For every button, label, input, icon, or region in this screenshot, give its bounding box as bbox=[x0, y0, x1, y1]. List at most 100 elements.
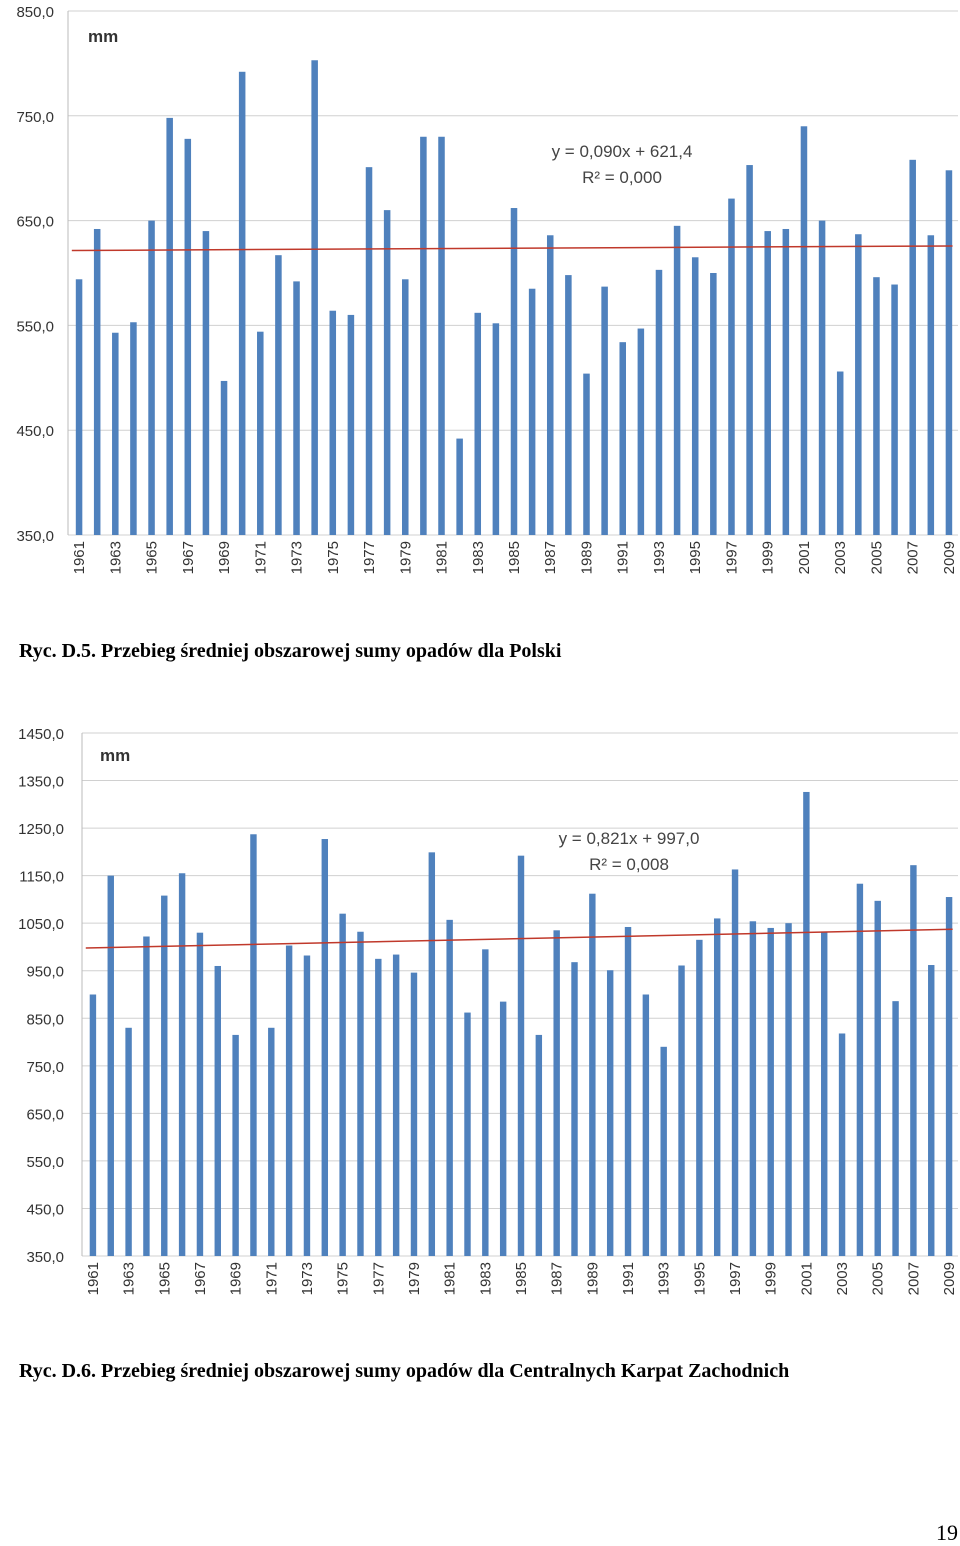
x-tick-label: 1971 bbox=[263, 1262, 280, 1295]
x-tick-label: 2007 bbox=[905, 541, 922, 574]
x-tick-label: 1981 bbox=[442, 1262, 459, 1295]
x-tick-label: 1997 bbox=[727, 1262, 744, 1295]
y-tick-label: 350,0 bbox=[16, 528, 54, 545]
bar-1994 bbox=[678, 965, 685, 1256]
bar-1968 bbox=[214, 965, 221, 1256]
x-tick-label: 1967 bbox=[180, 541, 197, 574]
x-tick-label: 2005 bbox=[870, 1262, 887, 1295]
x-tick-label: 1979 bbox=[406, 1262, 423, 1295]
x-tick-label: 1973 bbox=[299, 1262, 316, 1295]
x-tick-label: 2007 bbox=[905, 1262, 922, 1295]
x-tick-label: 1987 bbox=[542, 541, 559, 574]
bar-1987 bbox=[553, 930, 560, 1256]
page-number: 19 bbox=[936, 1520, 958, 1545]
y-tick-label: 1150,0 bbox=[19, 869, 64, 886]
unit-label: mm bbox=[100, 746, 130, 765]
bar-1991 bbox=[619, 342, 626, 535]
x-tick-label: 1973 bbox=[289, 541, 306, 574]
bar-1997 bbox=[728, 198, 735, 536]
bar-1980 bbox=[428, 852, 436, 1256]
bar-2008 bbox=[927, 235, 935, 535]
bar-1965 bbox=[161, 895, 168, 1256]
bar-1983 bbox=[482, 949, 489, 1256]
bar-1974 bbox=[321, 839, 329, 1256]
chart-polska: 850,0 750,0 650,0 550,0 450,0 350,0 1961 1963 19… bbox=[16, 4, 958, 574]
bar-2003 bbox=[836, 371, 844, 535]
trend-line bbox=[85, 928, 953, 949]
bar-1984 bbox=[499, 1001, 507, 1256]
x-tick-label: 1995 bbox=[691, 1262, 708, 1295]
bar-1992 bbox=[642, 994, 650, 1256]
bar-1964 bbox=[143, 936, 150, 1256]
bar-2009 bbox=[945, 897, 953, 1256]
bar-1986 bbox=[535, 1034, 543, 1256]
bar-1973 bbox=[293, 281, 300, 535]
bar-1981 bbox=[438, 136, 445, 535]
bar-1989 bbox=[583, 373, 590, 535]
bar-1967 bbox=[184, 138, 192, 535]
x-tick-label: 1993 bbox=[651, 541, 668, 574]
bar-1991 bbox=[624, 926, 632, 1256]
bar-1994 bbox=[673, 225, 681, 535]
bar-1977 bbox=[375, 958, 382, 1256]
figure-caption-d6: Ryc. D.6. Przebieg średniej obszarowej s… bbox=[19, 1360, 790, 1382]
bar-2006 bbox=[892, 1001, 899, 1256]
bar-2002 bbox=[821, 931, 828, 1256]
bar-1985 bbox=[510, 208, 518, 536]
bar-1979 bbox=[410, 972, 418, 1256]
bar-1972 bbox=[275, 255, 282, 535]
y-tick-label: 650,0 bbox=[16, 214, 54, 231]
x-tick-label: 1971 bbox=[252, 541, 269, 574]
bar-1990 bbox=[601, 286, 608, 535]
bar-2006 bbox=[891, 284, 898, 535]
bar-1975 bbox=[339, 913, 346, 1256]
bar-1998 bbox=[746, 165, 753, 535]
bar-1973 bbox=[303, 955, 311, 1256]
x-tick-label: 1993 bbox=[656, 1262, 673, 1295]
bar-1961 bbox=[75, 279, 83, 535]
bar-1998 bbox=[749, 921, 757, 1256]
bar-2000 bbox=[782, 228, 790, 535]
bar-2005 bbox=[874, 900, 881, 1256]
bar-1963 bbox=[125, 1027, 132, 1256]
bar-1979 bbox=[402, 279, 409, 535]
bar-1967 bbox=[196, 932, 204, 1256]
x-tick-label: 1983 bbox=[470, 541, 487, 574]
bar-1971 bbox=[268, 1027, 275, 1256]
bar-2001 bbox=[800, 126, 808, 535]
bar-1970 bbox=[250, 834, 257, 1256]
bar-1968 bbox=[202, 231, 210, 535]
bar-1976 bbox=[347, 314, 355, 535]
y-tick-label: 1250,0 bbox=[18, 821, 64, 838]
x-tick-label: 1963 bbox=[121, 1262, 138, 1295]
bar-1999 bbox=[767, 927, 774, 1256]
x-tick-label: 2003 bbox=[834, 1262, 851, 1295]
bar-1987 bbox=[546, 235, 554, 535]
y-tick-label: 850,0 bbox=[16, 4, 54, 21]
bar-1971 bbox=[257, 331, 264, 535]
trend-line bbox=[71, 245, 953, 252]
x-tick-label: 1999 bbox=[763, 1262, 780, 1295]
x-tick-label: 2003 bbox=[832, 541, 849, 574]
bar-2001 bbox=[803, 791, 810, 1256]
bar-1990 bbox=[606, 970, 614, 1256]
chart-karpaty: 1450,0 1350,0 1250,0 1150,0 1050,0 950,0 850,0… bbox=[18, 726, 958, 1295]
x-tick-label: 1975 bbox=[335, 1262, 352, 1295]
x-tick-label: 1961 bbox=[71, 541, 88, 574]
bar-2004 bbox=[855, 234, 862, 535]
x-tick-label: 1999 bbox=[760, 541, 777, 574]
x-tick-label: 2001 bbox=[798, 1262, 815, 1295]
x-tick-label: 1963 bbox=[107, 541, 124, 574]
trend-r-squared: R² = 0,008 bbox=[589, 855, 669, 874]
bar-1988 bbox=[565, 275, 572, 535]
x-tick-label: 1983 bbox=[477, 1262, 494, 1295]
y-tick-label: 550,0 bbox=[16, 318, 54, 335]
x-tick-label: 1975 bbox=[325, 541, 342, 574]
y-tick-label: 450,0 bbox=[16, 423, 54, 440]
x-tick-label: 2009 bbox=[941, 541, 958, 574]
y-tick-label: 1350,0 bbox=[18, 774, 64, 791]
bar-1975 bbox=[329, 310, 337, 535]
y-tick-label: 1450,0 bbox=[18, 726, 64, 743]
bar-1974 bbox=[311, 60, 318, 535]
x-tick-label: 1969 bbox=[216, 541, 233, 574]
